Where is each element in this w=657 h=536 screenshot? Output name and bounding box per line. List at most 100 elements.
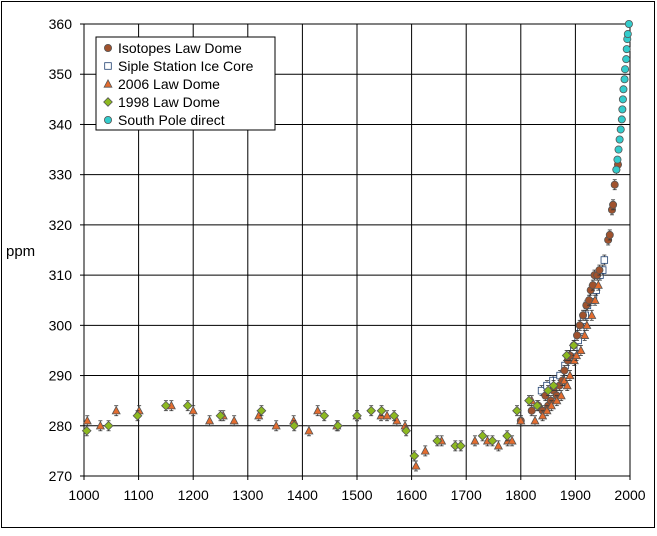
data-point <box>289 420 300 431</box>
data-point <box>624 19 633 28</box>
x-tick-label: 1600 <box>396 487 427 503</box>
y-tick-label: 330 <box>49 167 73 183</box>
data-point <box>556 390 566 400</box>
data-point <box>622 45 631 54</box>
x-tick-label: 1800 <box>505 487 536 503</box>
data-point <box>392 415 402 425</box>
legend-label-2: 2006 Law Dome <box>118 76 220 92</box>
data-point <box>621 65 630 74</box>
data-point <box>548 380 559 391</box>
data-point <box>615 135 624 144</box>
data-point <box>493 440 503 450</box>
legend-label-3: 1998 Law Dome <box>118 94 220 110</box>
x-tick-label: 2000 <box>614 487 645 503</box>
y-tick-label: 290 <box>49 368 73 384</box>
data-point <box>580 330 590 339</box>
series-4 <box>612 19 633 174</box>
y-tick-label: 340 <box>49 116 73 132</box>
data-point <box>420 445 430 455</box>
x-tick-label: 1900 <box>560 487 591 503</box>
x-tick-label: 1500 <box>341 487 372 503</box>
data-point <box>568 340 579 351</box>
data-point <box>532 400 543 411</box>
data-point <box>82 415 92 425</box>
data-point <box>559 375 570 385</box>
x-tick-label: 1200 <box>178 487 209 503</box>
data-point <box>538 410 548 420</box>
legend-marker-4 <box>104 116 113 125</box>
data-point <box>188 405 198 415</box>
y-tick-label: 280 <box>49 418 73 434</box>
x-tick-label: 1300 <box>232 487 263 503</box>
legend-marker-0 <box>104 44 113 53</box>
data-point <box>562 380 572 390</box>
data-point <box>614 145 623 154</box>
data-point <box>103 420 114 431</box>
y-tick-label: 270 <box>49 468 73 484</box>
data-point <box>215 410 226 421</box>
data-point <box>565 370 575 380</box>
y-tick-label: 300 <box>49 317 73 333</box>
data-point <box>487 435 498 446</box>
data-point <box>304 425 314 435</box>
data-point <box>542 405 552 415</box>
data-point <box>619 85 628 94</box>
y-tick-label: 310 <box>49 267 73 283</box>
series-3 <box>81 340 579 462</box>
data-point <box>595 266 604 275</box>
data-point <box>561 350 572 361</box>
data-point <box>618 95 627 104</box>
data-point <box>382 410 392 420</box>
data-point <box>81 425 92 436</box>
legend-marker-1 <box>104 62 112 70</box>
data-point <box>587 310 597 319</box>
data-point <box>256 405 267 416</box>
x-tick-label: 1000 <box>68 487 99 503</box>
data-point <box>132 410 143 421</box>
data-point <box>582 320 592 329</box>
data-point <box>576 345 586 355</box>
data-point <box>524 395 534 406</box>
data-point <box>182 400 193 411</box>
data-point <box>376 405 387 416</box>
data-point <box>366 405 377 416</box>
data-point <box>512 405 522 416</box>
data-point <box>205 415 215 425</box>
data-point <box>111 405 121 415</box>
data-point <box>610 180 619 189</box>
data-point <box>477 430 488 441</box>
data-point <box>620 75 629 84</box>
data-point <box>605 230 614 239</box>
data-point <box>409 451 420 461</box>
data-point <box>617 115 626 124</box>
data-point <box>543 385 553 396</box>
legend: Isotopes Law Dome Siple Station Ice Core 2… <box>95 36 276 131</box>
x-tick-label: 1400 <box>287 487 318 503</box>
data-point <box>352 410 362 421</box>
data-point <box>623 30 632 39</box>
data-point <box>470 435 480 445</box>
data-point <box>593 280 603 289</box>
data-point <box>600 256 609 264</box>
data-point <box>552 395 562 405</box>
data-point <box>401 425 412 436</box>
data-point <box>527 406 536 415</box>
data-point <box>560 366 569 375</box>
legend-box <box>95 36 276 131</box>
data-point <box>333 420 343 431</box>
data-point <box>612 165 621 174</box>
x-tick-label: 1700 <box>451 487 482 503</box>
y-tick-label: 350 <box>49 66 73 82</box>
data-point <box>432 435 443 446</box>
data-point <box>229 415 239 425</box>
y-tick-label: 360 <box>49 16 73 32</box>
data-point <box>411 460 421 470</box>
data-point <box>389 410 399 421</box>
data-point <box>546 400 556 410</box>
data-point <box>590 295 600 304</box>
legend-label-4: South Pole direct <box>118 112 225 128</box>
data-point <box>376 410 386 420</box>
data-point <box>618 105 627 114</box>
